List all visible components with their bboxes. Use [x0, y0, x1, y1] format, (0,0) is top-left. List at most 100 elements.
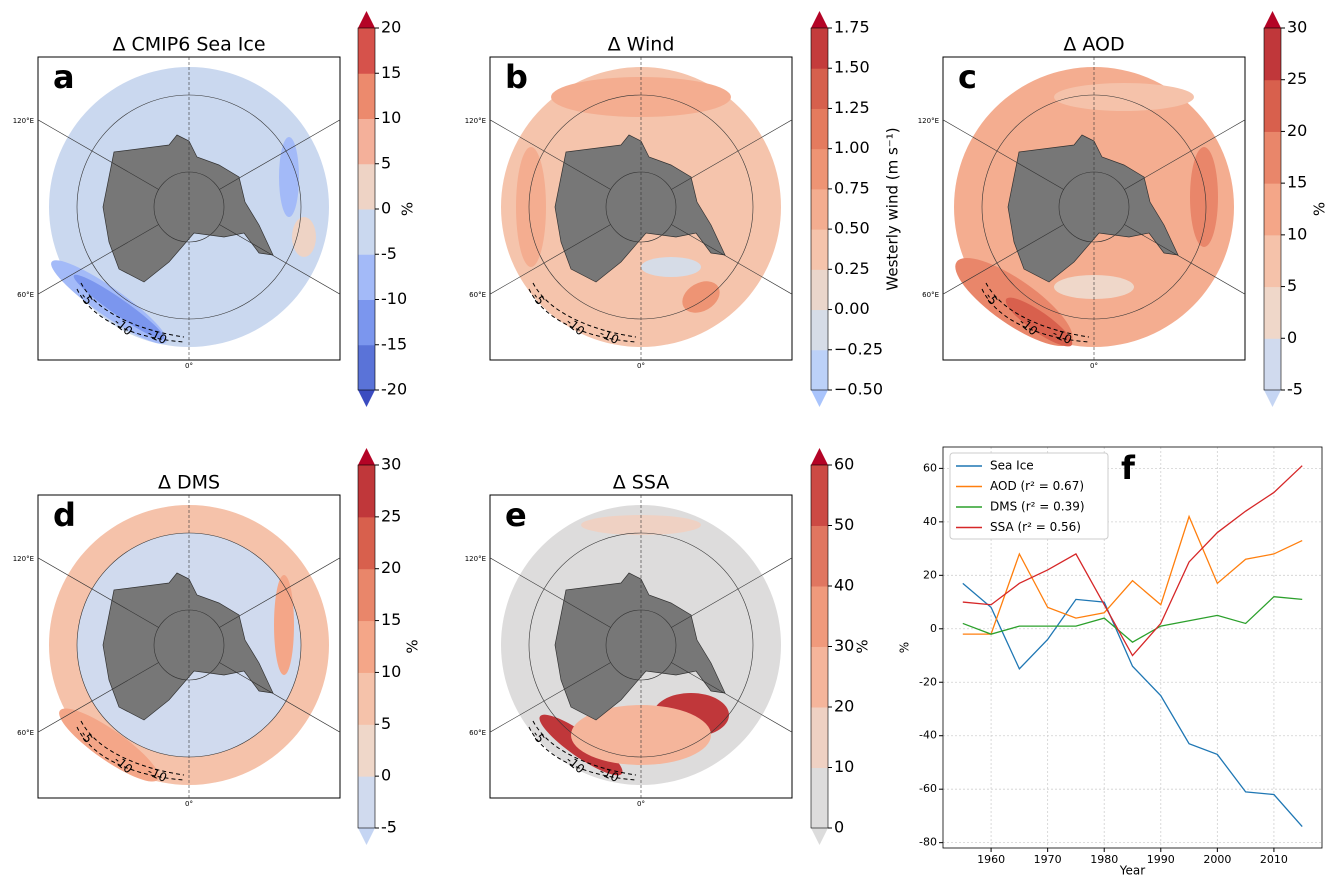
meridian	[219, 557, 341, 628]
y-tick-label: 20	[923, 568, 937, 581]
colorbar-label: %	[399, 202, 417, 216]
colorbar-extend	[811, 828, 828, 845]
colorbar-tick-label: 20	[834, 697, 854, 716]
colorbar-tick-label: 10	[834, 757, 854, 776]
colorbar-label: %	[404, 639, 422, 653]
map-shading	[1190, 147, 1218, 247]
lon-label: 120°E	[465, 117, 486, 125]
colorbar-band	[811, 148, 828, 190]
map-shading	[292, 217, 316, 257]
colorbar-tick-label: 60	[834, 455, 854, 474]
panel-letter: f	[1121, 449, 1136, 487]
meridian	[489, 662, 611, 733]
panel-title: Δ AOD	[1063, 34, 1124, 56]
colorbar-band	[358, 209, 375, 255]
meridian	[671, 557, 793, 628]
y-tick-label: -80	[919, 836, 937, 849]
series-line	[962, 465, 1303, 657]
colorbar-band	[358, 776, 375, 829]
meridian	[37, 662, 159, 733]
legend-label: DMS (r² = 0.39)	[990, 500, 1085, 514]
colorbar-band	[811, 108, 828, 150]
colorbar-band	[358, 568, 375, 622]
colorbar-tick-label: 0.00	[834, 299, 870, 318]
meridian	[942, 119, 1064, 190]
colorbar-label: Westerly wind (m s⁻¹)	[884, 127, 902, 290]
meridian	[219, 119, 341, 190]
colorbar-band	[811, 707, 828, 768]
meridian	[489, 119, 611, 190]
map-shading	[73, 274, 165, 340]
colorbar-tick-label: -15	[381, 334, 407, 353]
colorbar-band	[358, 620, 375, 673]
colorbar-band	[358, 465, 375, 518]
legend-label: Sea Ice	[990, 459, 1034, 473]
map-shading	[274, 575, 294, 675]
colorbar-extend	[811, 448, 828, 465]
lon-label: 0°	[185, 362, 193, 370]
y-tick-label: -60	[919, 782, 937, 795]
colorbar-band	[358, 299, 375, 346]
meridian	[671, 119, 793, 190]
panel-letter: e	[505, 496, 527, 534]
x-tick-label: 1970	[1034, 853, 1062, 866]
colorbar-band	[1264, 234, 1281, 288]
contour	[532, 282, 637, 338]
lon-label: 60°E	[922, 291, 939, 299]
colorbar-tick-label: 0	[381, 199, 391, 218]
colorbar-band	[1264, 338, 1281, 391]
contour	[80, 282, 185, 338]
colorbar-band	[1264, 183, 1281, 236]
meridian	[37, 119, 159, 190]
series-line	[962, 582, 1303, 828]
colorbar-band	[1264, 28, 1281, 81]
colorbar-tick-label: 5	[381, 714, 391, 733]
colorbar-tick-label: 30	[834, 636, 854, 655]
colorbar-tick-label: 10	[381, 662, 401, 681]
colorbar-frame	[810, 27, 829, 391]
map-shading	[59, 708, 159, 782]
colorbar-band	[811, 68, 828, 109]
colorbar-tick-label: -20	[381, 380, 407, 399]
colorbar-tick-label: 10	[1287, 224, 1307, 243]
colorbar-band	[811, 465, 828, 526]
meridian	[219, 224, 341, 295]
colorbar-band	[1264, 79, 1281, 132]
map-shading	[682, 281, 720, 313]
legend-box	[949, 452, 1109, 540]
meridian	[1124, 224, 1246, 295]
colorbar-band	[358, 672, 375, 725]
colorbar-extend	[358, 390, 375, 407]
colorbar-tick-label: 1.25	[834, 98, 870, 117]
colorbar-band	[811, 525, 828, 587]
y-tick-label: -40	[919, 729, 937, 742]
meridian	[219, 662, 341, 733]
colorbar-tick-label: -5	[381, 818, 397, 837]
colorbar-tick-label: 1.00	[834, 138, 870, 157]
colorbar-frame	[357, 464, 376, 829]
colorbar-extend	[358, 11, 375, 28]
lon-label: 60°E	[17, 729, 34, 737]
colorbar-band	[811, 349, 828, 391]
colorbar-tick-label: 10	[381, 108, 401, 127]
map-shading	[1054, 83, 1194, 111]
series-line	[962, 514, 1303, 635]
map-shading	[1005, 297, 1073, 347]
colorbar-extend	[811, 390, 828, 407]
colorbar-tick-label: 20	[381, 18, 401, 37]
y-tick-label: 40	[923, 515, 937, 528]
colorbar-label: %	[1311, 202, 1329, 216]
colorbar-extend	[1264, 390, 1281, 407]
x-tick-label: 2000	[1203, 853, 1231, 866]
meridian	[671, 224, 793, 295]
lon-label: 120°E	[13, 555, 34, 563]
meridian	[489, 224, 611, 295]
panel-title: Δ SSA	[613, 472, 670, 494]
lon-label: 120°E	[918, 117, 939, 125]
legend-label: SSA (r² = 0.56)	[990, 520, 1081, 534]
colorbar-tick-label: 30	[381, 455, 401, 474]
lon-label: 0°	[1090, 362, 1098, 370]
lon-label: 60°E	[17, 291, 34, 299]
series-line	[962, 596, 1303, 643]
